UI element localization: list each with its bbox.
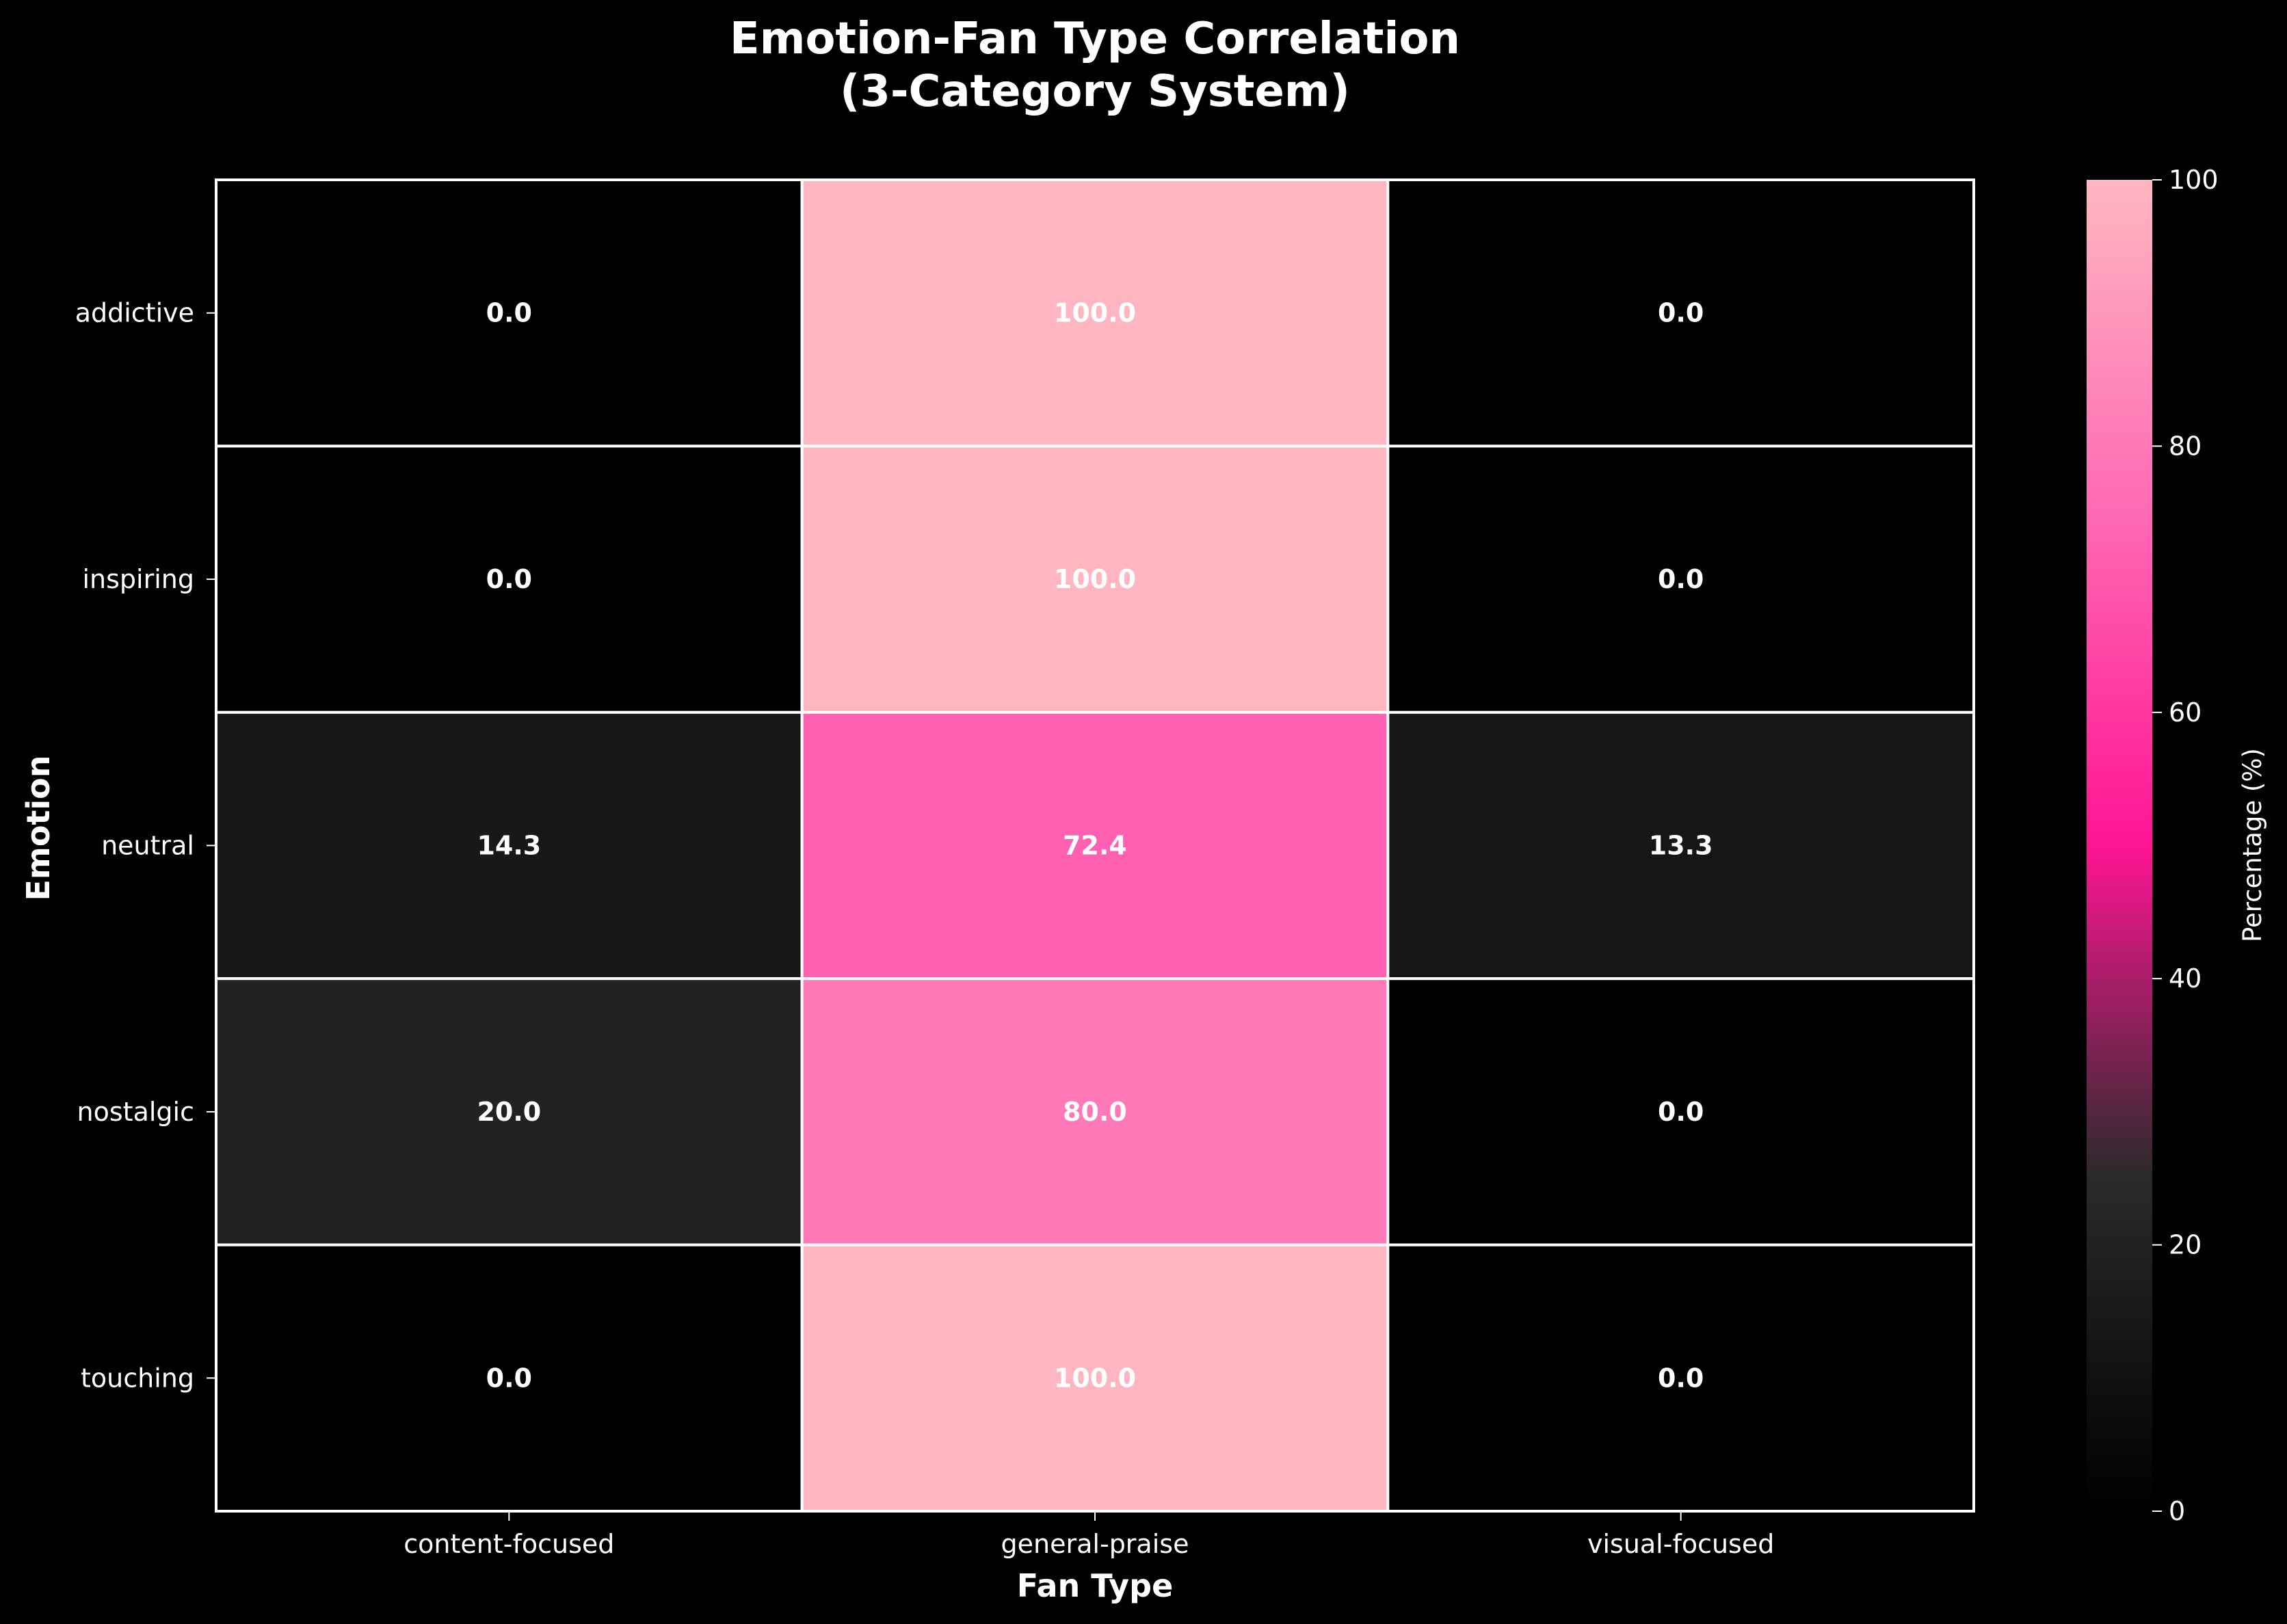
chart-title-line-1: Emotion-Fan Type Correlation — [730, 14, 1460, 64]
x-axis-ticks: content-focused general-praise visual-focu… — [404, 1511, 1774, 1559]
chart-title-line-2: (3-Category System) — [840, 66, 1350, 117]
heatmap-cell — [215, 977, 804, 1247]
heatmap-cell-labels: 0.0 100.0 0.0 0.0 100.0 0.0 14.3 72.4 13.3 20.0 80… — [477, 298, 1713, 1394]
colorbar-tick-label: 0 — [2169, 1496, 2185, 1526]
heatmap-cell — [1386, 1243, 1976, 1513]
cell-value-label: 14.3 — [477, 831, 541, 861]
cell-value-label: 100.0 — [1054, 298, 1136, 328]
y-axis-ticks: addictive inspiring neutral nostalgic touchi… — [75, 298, 216, 1393]
x-tick-label: visual-focused — [1587, 1529, 1774, 1559]
x-tick-label: content-focused — [404, 1529, 614, 1559]
colorbar-tick-label: 60 — [2169, 697, 2202, 728]
cell-value-label: 100.0 — [1054, 1363, 1136, 1393]
heatmap-cell — [800, 444, 1390, 714]
cell-value-label: 72.4 — [1063, 831, 1127, 861]
colorbar-tick-label: 80 — [2169, 431, 2202, 461]
cell-value-label: 0.0 — [1658, 1363, 1704, 1393]
heatmap-cell — [1386, 977, 1976, 1247]
y-tick-label: inspiring — [82, 564, 194, 594]
heatmap-cell — [215, 178, 804, 448]
y-tick-label: neutral — [101, 831, 194, 861]
cell-value-label: 100.0 — [1054, 564, 1136, 594]
heatmap-cell — [800, 178, 1390, 448]
y-tick-label: touching — [81, 1363, 194, 1393]
colorbar-tick-label: 20 — [2169, 1230, 2202, 1260]
x-tick-label: general-praise — [1001, 1529, 1189, 1559]
cell-value-label: 0.0 — [486, 1363, 532, 1393]
y-axis-label: Emotion — [20, 755, 57, 901]
colorbar — [2087, 180, 2152, 1511]
colorbar-tick-label: 40 — [2169, 963, 2202, 994]
y-tick-label: nostalgic — [77, 1097, 194, 1127]
heatmap-cell — [215, 1243, 804, 1513]
cell-value-label: 0.0 — [486, 564, 532, 594]
heatmap-cell — [1386, 178, 1976, 448]
cell-value-label: 0.0 — [1658, 564, 1704, 594]
x-axis-label: Fan Type — [1017, 1567, 1174, 1604]
heatmap-cells — [215, 178, 1976, 1513]
heatmap-cell — [215, 444, 804, 714]
heatmap-cell — [800, 710, 1390, 981]
cell-value-label: 80.0 — [1063, 1097, 1127, 1127]
heatmap-cell — [1386, 444, 1976, 714]
cell-value-label: 20.0 — [477, 1097, 541, 1127]
cell-value-label: 0.0 — [1658, 298, 1704, 328]
y-tick-label: addictive — [75, 298, 194, 328]
colorbar-ticks: 0 20 40 60 80 100 — [2152, 165, 2219, 1526]
cell-value-label: 13.3 — [1649, 831, 1713, 861]
colorbar-tick-label: 100 — [2169, 165, 2219, 195]
cell-value-label: 0.0 — [1658, 1097, 1704, 1127]
cell-value-label: 0.0 — [486, 298, 532, 328]
colorbar-label: Percentage (%) — [2238, 748, 2267, 942]
heatmap-cell — [800, 1243, 1390, 1513]
